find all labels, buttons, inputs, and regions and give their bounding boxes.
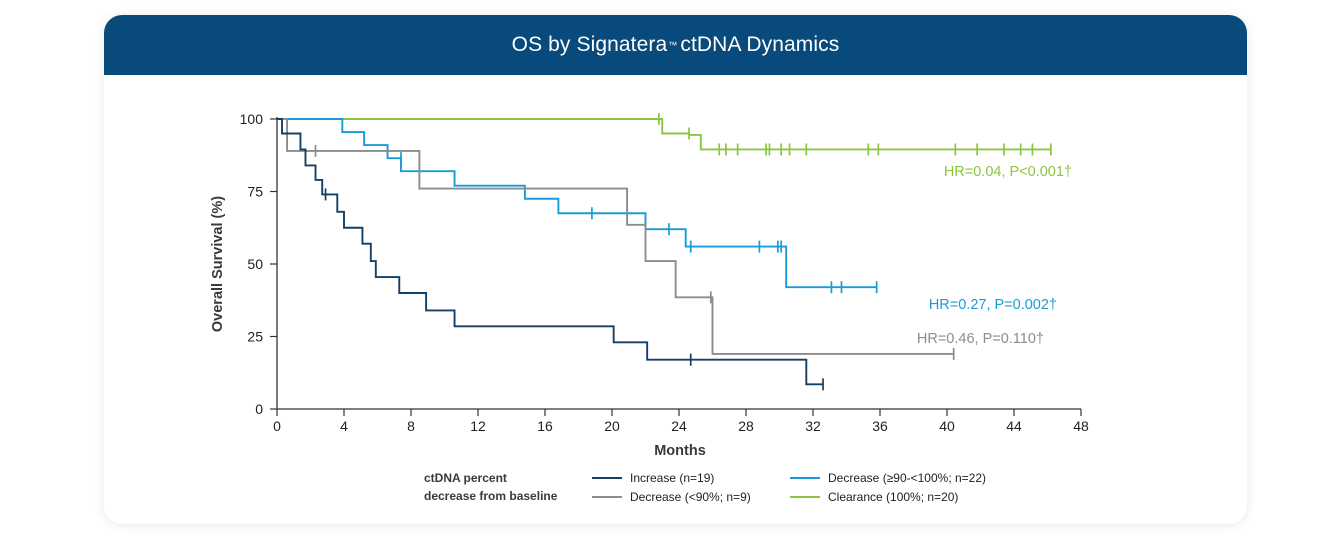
x-tick-label: 36 <box>872 418 888 434</box>
curve-decrease_lt90 <box>277 118 954 355</box>
curve-increase <box>277 118 824 386</box>
y-tick-label: 75 <box>247 184 263 200</box>
legend: ctDNA percent decrease from baseline Incre… <box>424 471 986 504</box>
legend-item-label: Decrease (<90%; n=9) <box>630 490 751 504</box>
hr-label-decrease_lt90: HR=0.46, P=0.110† <box>917 331 1044 347</box>
chart-card: OS by Signatera ™ ctDNA Dynamics <box>104 15 1247 524</box>
y-tick-label: 0 <box>255 401 263 417</box>
x-tick-label: 16 <box>537 418 553 434</box>
title-text: OS by Signatera <box>511 33 668 56</box>
x-tick-label: 12 <box>470 418 486 434</box>
x-tick-label: 20 <box>604 418 620 434</box>
chart-header: OS by Signatera ™ ctDNA Dynamics <box>104 15 1247 75</box>
y-tick-label: 25 <box>247 329 263 345</box>
curve-decrease_ge90 <box>277 118 877 289</box>
x-tick-label: 0 <box>273 418 281 434</box>
legend-item-label: Clearance (100%; n=20) <box>828 490 958 504</box>
x-tick-label: 32 <box>805 418 821 434</box>
hr-labels: HR=0.04, P<0.001† HR=0.27, P=0.002† HR=0.4… <box>917 164 1072 347</box>
axes: 0 4 8 12 16 20 24 28 32 36 40 44 480255075100MonthsO… <box>210 111 1089 459</box>
legend-item-label: Increase (n=19) <box>630 471 714 485</box>
x-tick-label: 24 <box>671 418 687 434</box>
x-tick-label: 48 <box>1073 418 1089 434</box>
x-tick-label: 8 <box>407 418 415 434</box>
title-text-suffix: ctDNA Dynamics <box>680 33 840 56</box>
x-tick-label: 40 <box>939 418 955 434</box>
y-axis-title: Overall Survival (%) <box>210 196 226 332</box>
hr-label-decrease_ge90: HR=0.27, P=0.002† <box>929 297 1057 313</box>
y-tick-label: 100 <box>240 111 264 127</box>
legend-title-line2: decrease from baseline <box>424 489 558 503</box>
x-tick-label: 44 <box>1006 418 1022 434</box>
y-tick-label: 50 <box>247 256 263 272</box>
x-tick-label: 28 <box>738 418 754 434</box>
hr-label-clearance: HR=0.04, P<0.001† <box>944 164 1072 180</box>
x-axis-title: Months <box>654 443 706 459</box>
trademark-symbol: ™ <box>668 40 678 50</box>
censor-marks <box>314 113 1052 391</box>
legend-item-label: Decrease (≥90-<100%; n=22) <box>828 471 986 485</box>
x-tick-label: 4 <box>340 418 348 434</box>
legend-title: ctDNA percent <box>424 471 507 485</box>
curve-clearance <box>277 118 1051 151</box>
